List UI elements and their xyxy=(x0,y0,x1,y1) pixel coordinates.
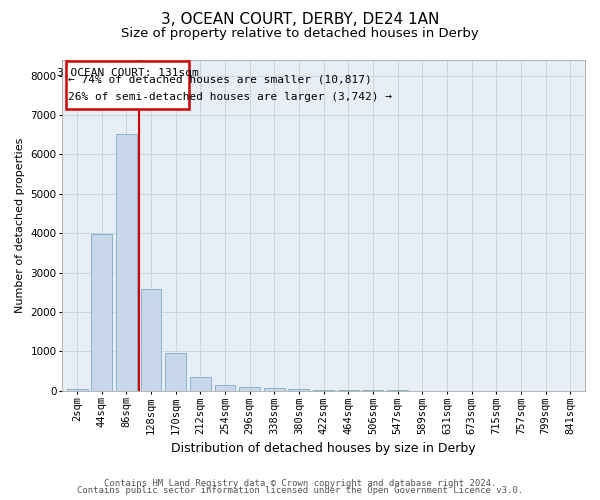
Bar xyxy=(215,385,235,390)
Bar xyxy=(165,353,186,391)
Bar xyxy=(66,61,189,109)
Bar xyxy=(140,288,161,390)
Text: ← 74% of detached houses are smaller (10,817): ← 74% of detached houses are smaller (10… xyxy=(68,74,372,84)
Text: Contains HM Land Registry data © Crown copyright and database right 2024.: Contains HM Land Registry data © Crown c… xyxy=(104,478,496,488)
Bar xyxy=(91,234,112,390)
Text: Size of property relative to detached houses in Derby: Size of property relative to detached ho… xyxy=(121,28,479,40)
Text: Contains public sector information licensed under the Open Government Licence v3: Contains public sector information licen… xyxy=(77,486,523,495)
Y-axis label: Number of detached properties: Number of detached properties xyxy=(15,138,25,313)
Text: 3, OCEAN COURT, DERBY, DE24 1AN: 3, OCEAN COURT, DERBY, DE24 1AN xyxy=(161,12,439,28)
X-axis label: Distribution of detached houses by size in Derby: Distribution of detached houses by size … xyxy=(172,442,476,455)
Bar xyxy=(190,377,211,390)
Text: 26% of semi-detached houses are larger (3,742) →: 26% of semi-detached houses are larger (… xyxy=(68,92,392,102)
Bar xyxy=(264,388,285,390)
Bar xyxy=(116,134,137,390)
Bar xyxy=(239,387,260,390)
Bar xyxy=(67,388,88,390)
Text: 3 OCEAN COURT: 131sqm: 3 OCEAN COURT: 131sqm xyxy=(57,68,199,78)
